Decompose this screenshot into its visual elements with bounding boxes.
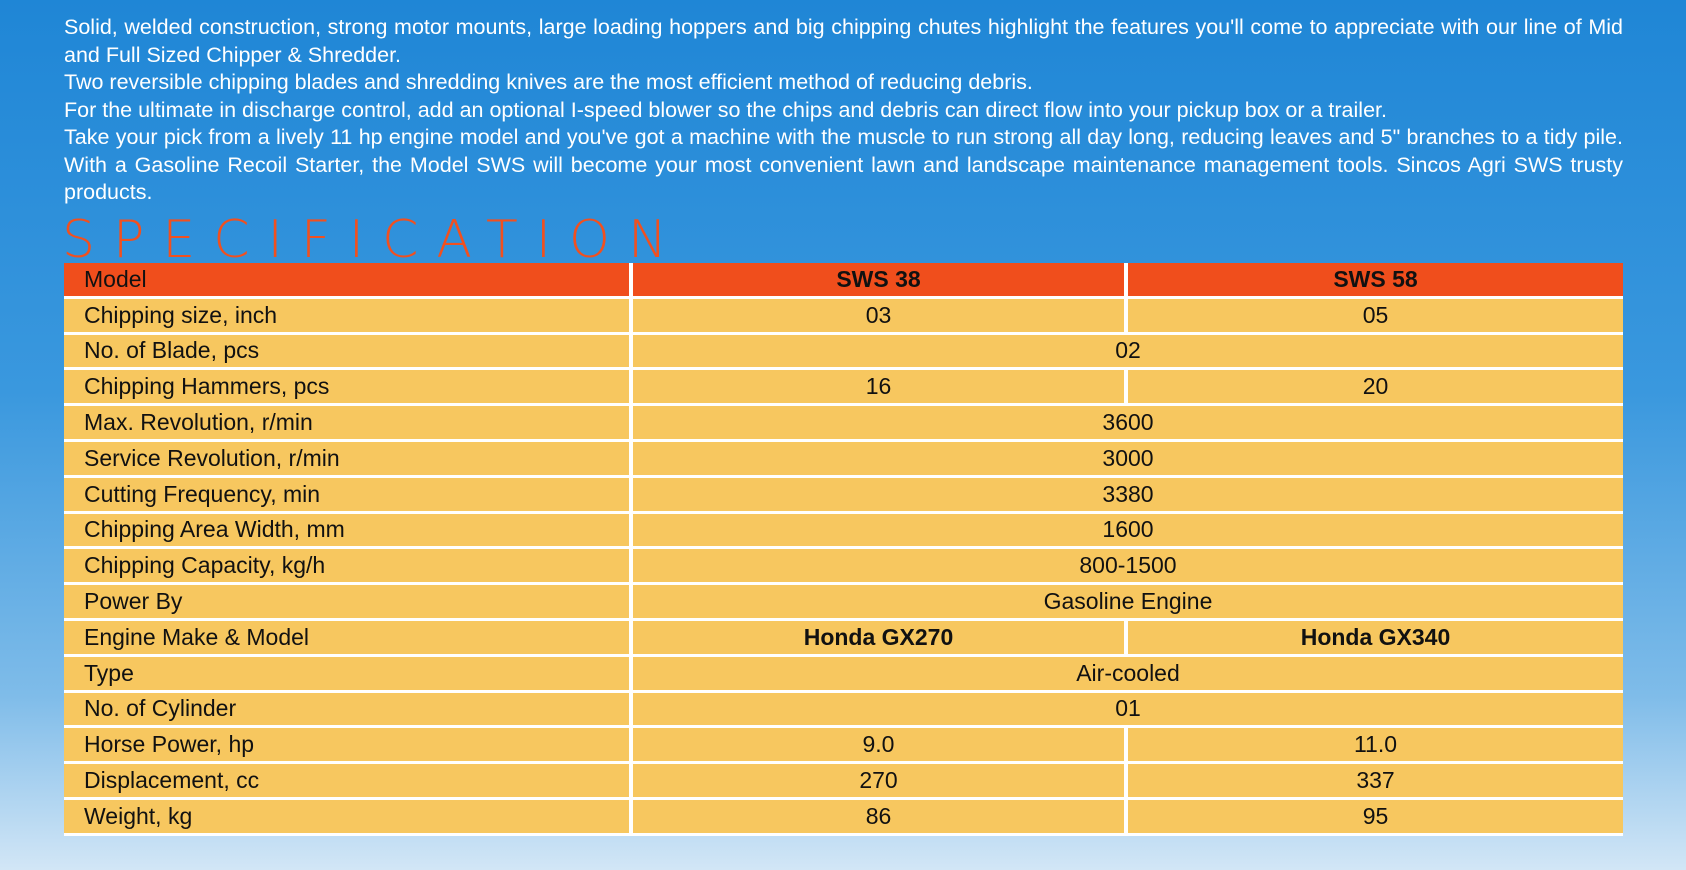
paragraph: Solid, welded construction, strong motor… (64, 15, 1623, 67)
paragraph: Take your pick from a lively 11 hp engin… (64, 125, 1623, 204)
table-cell: Service Revolution, r/min (64, 442, 629, 478)
table-cell: 03 (629, 298, 1124, 335)
table-cell: 05 (1124, 298, 1623, 335)
table-cell: 20 (1124, 370, 1623, 407)
table-cell: 3600 (629, 406, 1623, 442)
table-cell: 16 (629, 370, 1124, 407)
table-cell: 11.0 (1124, 728, 1623, 765)
table-cell: Weight, kg (64, 800, 629, 836)
table-cell: Honda GX270 (629, 621, 1124, 657)
table-cell: SWS 58 (1124, 263, 1623, 299)
table-cell: 02 (629, 334, 1623, 371)
table-cell: 337 (1124, 764, 1623, 800)
table-cell: 01 (629, 692, 1623, 729)
table-cell: No. of Cylinder (64, 692, 629, 729)
table-cell: Type (64, 656, 629, 693)
table-cell: 9.0 (629, 728, 1124, 765)
table-cell: Displacement, cc (64, 764, 629, 800)
table-cell: Power By (64, 585, 629, 621)
table-cell: Max. Revolution, r/min (64, 406, 629, 442)
table-cell: Cutting Frequency, min (64, 477, 629, 514)
table-cell: Chipping size, inch (64, 298, 629, 335)
paragraph: Two reversible chipping blades and shred… (64, 70, 1033, 94)
heading: SPECIFICATION (62, 210, 685, 270)
table-cell: Engine Make & Model (64, 621, 629, 657)
paragraph: For the ultimate in discharge control, a… (64, 97, 1387, 122)
table-cell: Honda GX340 (1124, 621, 1623, 657)
table-cell: Chipping Area Width, mm (64, 513, 629, 550)
table-cell: Model (64, 263, 629, 299)
table-cell: 86 (629, 800, 1124, 836)
table-cell: 3380 (629, 477, 1623, 514)
table-cell: 3000 (629, 442, 1623, 478)
table-cell: Chipping Capacity, kg/h (64, 549, 629, 586)
table-cell: Air-cooled (629, 656, 1623, 693)
table-cell: 800-1500 (629, 549, 1623, 586)
intro-text: Solid, welded construction, strong motor… (64, 14, 1623, 207)
table-cell: Horse Power, hp (64, 728, 629, 765)
table-cell: SWS 38 (629, 263, 1124, 299)
table-cell: Chipping Hammers, pcs (64, 370, 629, 407)
table-cell: 1600 (629, 513, 1623, 550)
table-cell: Gasoline Engine (629, 585, 1623, 621)
table-cell: 95 (1124, 800, 1623, 836)
table-cell: No. of Blade, pcs (64, 334, 629, 371)
table-cell: 270 (629, 764, 1124, 800)
